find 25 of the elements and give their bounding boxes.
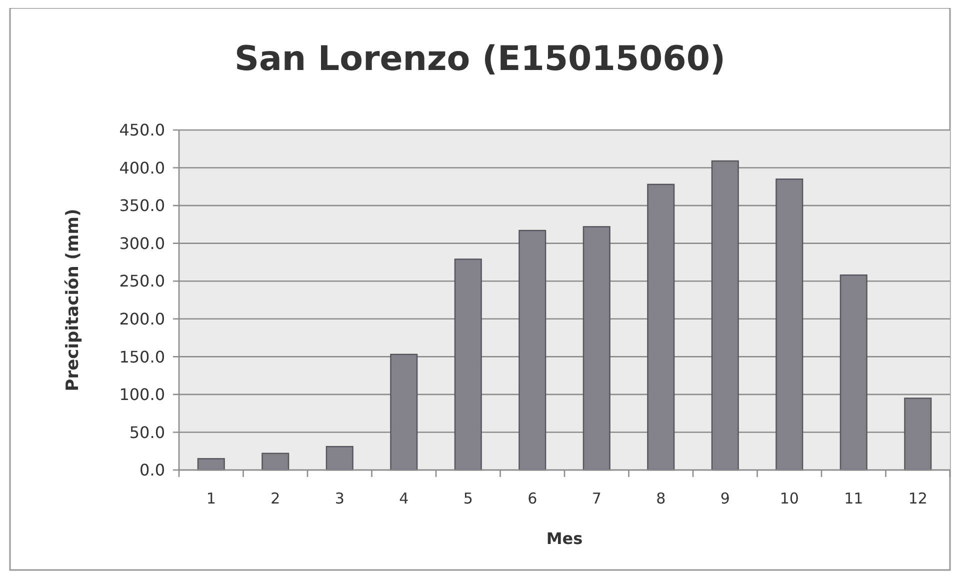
y-tick-label: 450.0: [119, 120, 165, 140]
y-axis-title: Precipitación (mm): [63, 208, 83, 392]
x-axis-title: Mes: [546, 529, 583, 548]
x-tick-label: 11: [844, 489, 864, 508]
x-tick-label: 5: [463, 489, 473, 508]
y-tick-label: 200.0: [119, 309, 165, 328]
y-tick-label: 100.0: [119, 385, 165, 404]
y-tick-label: 350.0: [119, 196, 165, 216]
y-tick-label: 50.0: [129, 422, 165, 442]
x-tick-label: 10: [780, 489, 799, 508]
chart-title: San Lorenzo (E15015060): [234, 39, 726, 79]
x-tick-label: 1: [206, 489, 216, 508]
x-tick-label: 3: [334, 489, 344, 508]
x-tick-label: 9: [720, 489, 730, 508]
x-tick-label: 12: [908, 489, 928, 508]
y-tick-label: 300.0: [119, 234, 165, 253]
y-tick-label: 150.0: [119, 347, 165, 366]
x-tick-label: 4: [399, 489, 409, 508]
x-tick-label: 2: [270, 489, 280, 508]
x-tick-label: 7: [592, 489, 602, 508]
y-tick-label: 0.0: [140, 460, 165, 480]
y-tick-label: 400.0: [119, 158, 165, 178]
x-tick-label: 8: [656, 489, 666, 508]
x-tick-label: 6: [528, 489, 538, 508]
y-tick-label: 250.0: [119, 272, 165, 291]
